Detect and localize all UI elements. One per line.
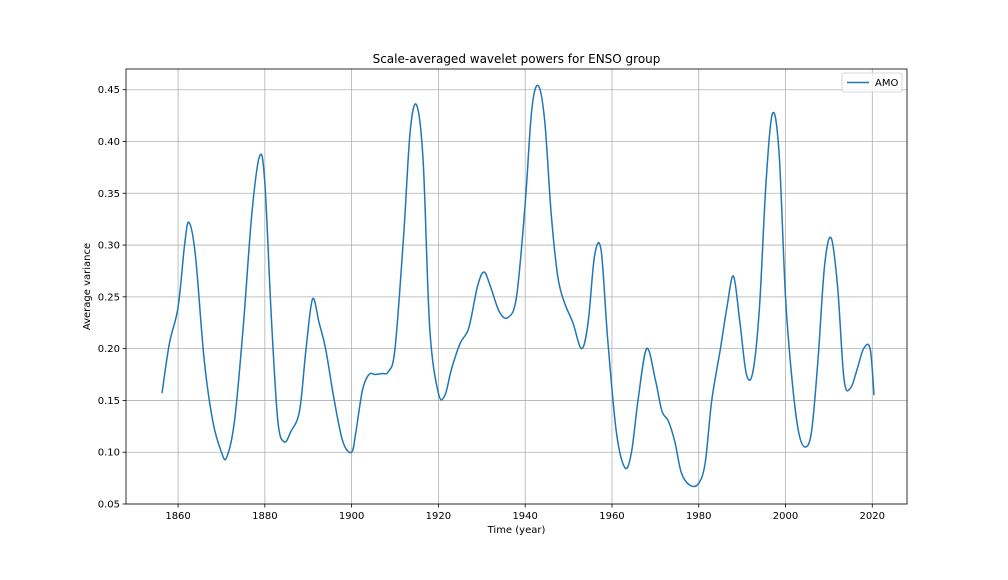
- x-tick-label: 1880: [252, 511, 277, 522]
- y-tick-label: 0.05: [98, 500, 120, 511]
- x-tick-label: 1920: [426, 511, 451, 522]
- x-tick-label: 1960: [599, 511, 624, 522]
- x-tick-label: 1860: [165, 511, 190, 522]
- x-axis-ticks: 1860 1880 1900 1920 1940 1960 1980 2000 2020: [165, 504, 885, 522]
- legend: AMO: [841, 72, 903, 93]
- y-axis-ticks: 0.05 0.10 0.15 0.20 0.25 0.30 0.35 0.40 0.45: [98, 85, 126, 511]
- legend-label-amo: AMO: [875, 78, 898, 89]
- series-layer: [161, 84, 875, 488]
- y-tick-label: 0.10: [98, 448, 120, 459]
- y-tick-label: 0.45: [98, 85, 120, 96]
- x-tick-label: 2000: [773, 511, 798, 522]
- legend-box: [841, 72, 903, 93]
- y-tick-label: 0.40: [98, 137, 120, 148]
- y-tick-label: 0.30: [98, 241, 120, 252]
- series-line-amo: [161, 84, 875, 488]
- x-tick-label: 1940: [512, 511, 537, 522]
- x-tick-label: 1900: [339, 511, 364, 522]
- y-tick-label: 0.15: [98, 396, 120, 407]
- y-tick-label: 0.25: [98, 292, 120, 303]
- y-tick-label: 0.35: [98, 189, 120, 200]
- y-axis-label: Average variance: [82, 243, 93, 330]
- x-tick-label: 1980: [686, 511, 711, 522]
- x-tick-label: 2020: [860, 511, 885, 522]
- chart-title: Scale-averaged wavelet powers for ENSO g…: [373, 52, 661, 66]
- plot-area-frame: [125, 68, 908, 505]
- y-tick-label: 0.20: [98, 344, 120, 355]
- x-axis-label: Time (year): [487, 525, 546, 536]
